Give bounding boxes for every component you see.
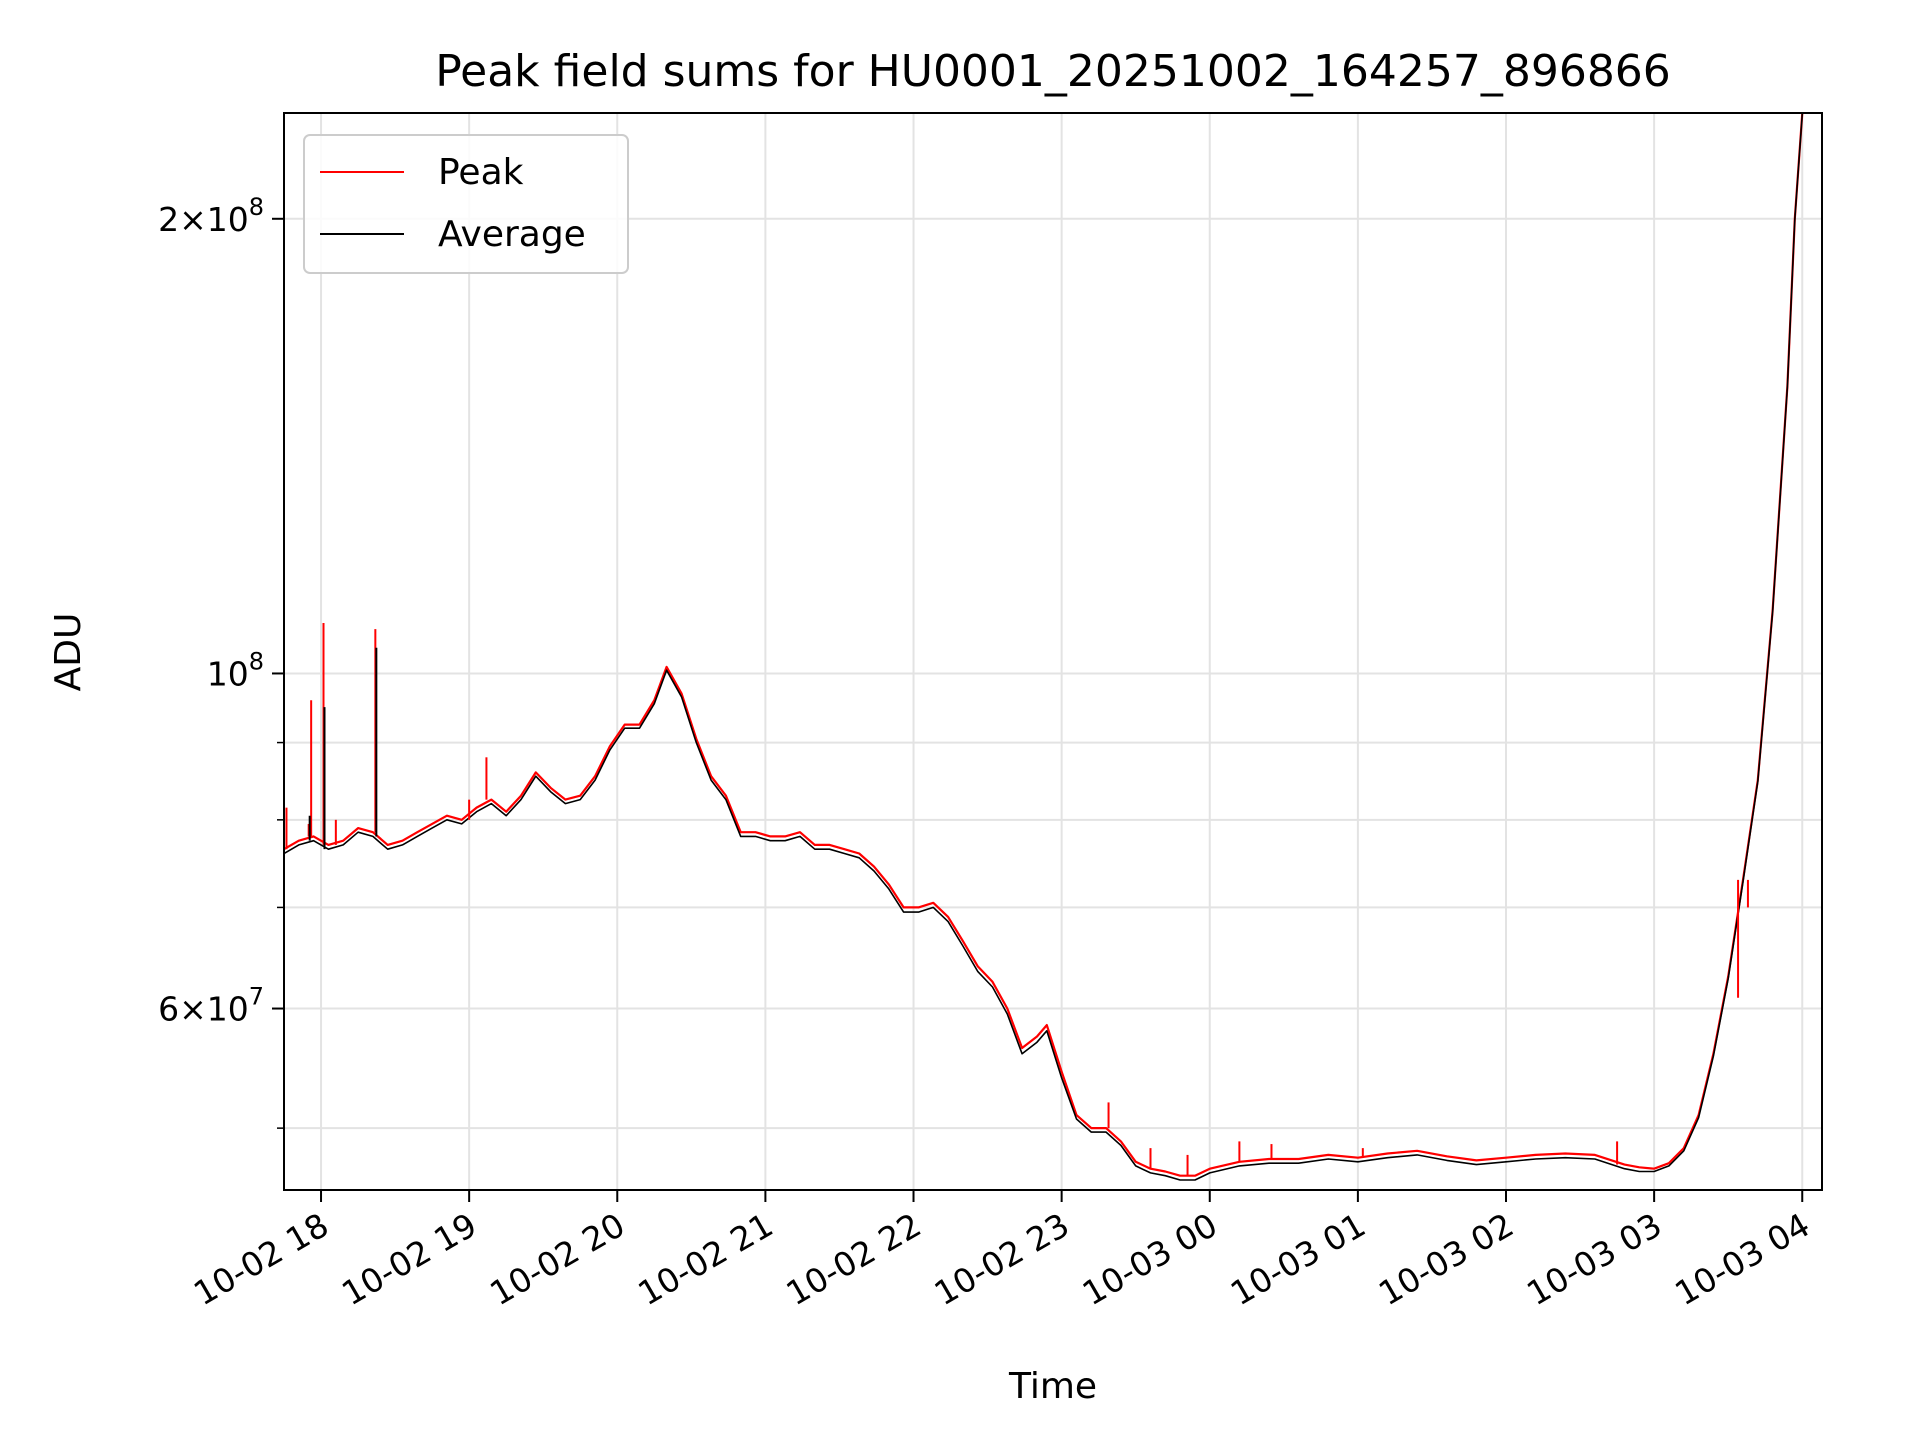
y-axis-label: ADU (48, 613, 89, 692)
y-tick-exponent: 8 (249, 193, 264, 221)
series-layer (284, 113, 1804, 1181)
series-line-average (284, 113, 1804, 1181)
y-tick-exponent: 8 (249, 647, 264, 675)
y-tick-label: 108 (207, 647, 264, 693)
plot-frame (283, 112, 1823, 1191)
x-axis-label: Time (1008, 1366, 1097, 1407)
y-tick-base: 6×10 (158, 990, 249, 1029)
grid (284, 113, 1822, 1190)
y-tick-label: 2×108 (158, 193, 264, 239)
y-tick-exponent: 7 (249, 983, 264, 1011)
chart-title: Peak field sums for HU0001_20251002_1642… (435, 46, 1671, 97)
legend-box (303, 134, 629, 274)
legend: Peak Average (303, 134, 629, 274)
series-line-peak (284, 113, 1804, 1177)
y-tick-base: 2×10 (158, 200, 249, 239)
legend-label-average: Average (438, 214, 586, 255)
legend-label-peak: Peak (438, 152, 524, 193)
y-tick-label: 6×107 (158, 983, 264, 1029)
y-tick-base: 10 (207, 654, 249, 693)
